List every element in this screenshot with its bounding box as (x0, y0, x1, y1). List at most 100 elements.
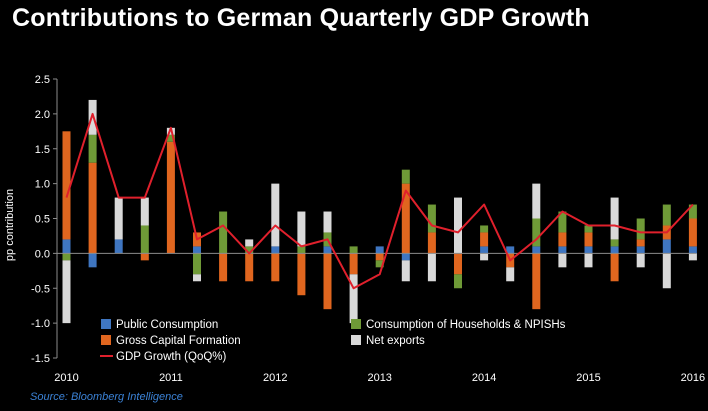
bar-gcf-2015Q1 (584, 232, 593, 247)
bar-gcf-2014Q4 (558, 232, 567, 247)
legend-swatch-gcf (101, 335, 111, 345)
bar-gcf-2013Q1 (375, 253, 384, 261)
bar-households-2015Q3 (636, 218, 645, 240)
bar-households-2013Q3 (427, 204, 436, 233)
bar-public-2011Q2 (193, 246, 201, 254)
x-axis-ticks: 2010 2011 2012 2013 2014 2015 2016 (54, 372, 705, 384)
bar-households-2013Q2 (401, 169, 410, 184)
legend-label-public: Public Consumption (116, 319, 218, 331)
bar-public-2012Q3 (323, 246, 332, 254)
bar-households-2015Q2 (610, 239, 619, 247)
source-note: Source: Bloomberg Intelligence (30, 391, 183, 403)
legend-swatch-households (351, 319, 361, 329)
bar-households-2010Q1 (62, 253, 71, 261)
x-tick-label: 2016 (681, 372, 705, 384)
bar-households-2014Q1 (480, 225, 489, 233)
bar-gcf-2011Q1 (166, 141, 175, 254)
bar-households-2014Q4 (558, 211, 567, 233)
bar-public-2014Q4 (558, 246, 567, 254)
bar-netexports-2015Q2 (610, 197, 619, 240)
bar-netexports-2011Q4 (245, 239, 254, 247)
y-axis-label: pp contribution (4, 189, 16, 261)
bar-gcf-2014Q1 (480, 232, 489, 247)
x-tick-label: 2014 (472, 372, 496, 384)
legend-label-households: Consumption of Households & NPISHs (366, 319, 566, 331)
bar-gcf-2015Q3 (636, 239, 645, 247)
bar-public-2014Q2 (506, 246, 515, 254)
bar-netexports-2010Q1 (62, 260, 71, 324)
bar-gcf-2012Q1 (271, 253, 280, 282)
bar-netexports-2015Q4 (662, 253, 671, 289)
bars-group (62, 99, 697, 324)
bar-gcf-2016Q1 (688, 218, 697, 247)
y-tick-label: -1.0 (31, 318, 50, 330)
bar-gcf-2013Q3 (427, 232, 436, 254)
bar-netexports-2016Q1 (688, 253, 697, 261)
bar-public-2010Q2 (88, 253, 97, 268)
bar-netexports-2010Q3 (114, 197, 123, 240)
bar-households-2015Q4 (662, 204, 671, 226)
bar-gcf-2012Q4 (349, 253, 358, 275)
bar-gcf-2012Q3 (323, 253, 332, 310)
bar-public-2015Q1 (584, 246, 593, 254)
x-tick-label: 2012 (263, 372, 287, 384)
bar-netexports-2014Q3 (532, 183, 541, 219)
bar-netexports-2013Q4 (454, 197, 462, 254)
y-tick-label: 1.0 (35, 179, 50, 191)
legend-swatch-public (101, 319, 111, 329)
bar-public-2015Q2 (610, 246, 619, 254)
bar-netexports-2012Q1 (271, 183, 280, 247)
bar-households-2011Q1 (166, 134, 175, 142)
bar-netexports-2012Q4 (349, 274, 358, 324)
bar-households-2011Q3 (219, 211, 228, 254)
y-tick-label: 2.5 (35, 74, 50, 86)
bar-gcf-2010Q2 (88, 162, 97, 254)
bar-netexports-2010Q2 (88, 99, 97, 135)
bar-public-2010Q1 (62, 239, 71, 254)
bar-public-2014Q1 (480, 246, 489, 254)
bar-gcf-2012Q2 (297, 253, 306, 296)
bar-households-2011Q4 (245, 246, 254, 254)
y-tick-label: -1.5 (31, 353, 50, 365)
bar-netexports-2011Q2 (193, 274, 201, 282)
gdp-growth-line (65, 112, 694, 290)
y-tick-label: 0.0 (35, 248, 50, 260)
bar-netexports-2013Q3 (427, 253, 436, 282)
bar-households-2010Q4 (140, 225, 149, 254)
y-tick-label: 2.0 (35, 109, 50, 121)
bar-public-2014Q3 (532, 246, 541, 254)
bar-households-2013Q4 (454, 274, 462, 289)
x-tick-label: 2013 (367, 372, 391, 384)
legend: Public Consumption Consumption of Househo… (100, 319, 566, 363)
bar-gcf-2011Q3 (219, 253, 228, 282)
axes-group (56, 79, 696, 358)
bar-netexports-2014Q2 (506, 267, 515, 282)
bar-netexports-2014Q4 (558, 253, 567, 268)
x-tick-label: 2010 (54, 372, 78, 384)
bar-public-2015Q3 (636, 246, 645, 254)
bar-public-2013Q1 (375, 246, 384, 254)
bar-gcf-2011Q4 (245, 253, 254, 282)
bar-public-2013Q2 (401, 253, 410, 261)
bar-households-2016Q1 (688, 204, 697, 219)
chart-title: Contributions to German Quarterly GDP Gr… (12, 4, 590, 32)
legend-label-gdp: GDP Growth (QoQ%) (116, 351, 227, 363)
y-tick-label: 0.5 (35, 214, 50, 226)
legend-swatch-netexports (351, 335, 361, 345)
y-tick-label: 1.5 (35, 144, 50, 156)
bar-gcf-2015Q2 (610, 253, 619, 282)
bar-netexports-2012Q3 (323, 211, 332, 233)
bar-households-2013Q1 (375, 260, 384, 268)
y-tick-label: -0.5 (31, 283, 50, 295)
bar-households-2011Q2 (193, 253, 201, 275)
bar-gcf-2010Q4 (140, 253, 149, 261)
bar-gcf-2013Q4 (454, 253, 462, 275)
bar-households-2010Q2 (88, 134, 97, 163)
gdp-line-group (65, 112, 694, 290)
legend-label-gcf: Gross Capital Formation (116, 335, 241, 347)
bar-netexports-2012Q2 (297, 211, 306, 247)
bar-public-2015Q4 (662, 239, 671, 254)
y-axis-ticks: 2.5 2.0 1.5 1.0 0.5 0.0 -0.5 -1.0 -1.5 (31, 74, 57, 365)
x-tick-label: 2015 (576, 372, 600, 384)
